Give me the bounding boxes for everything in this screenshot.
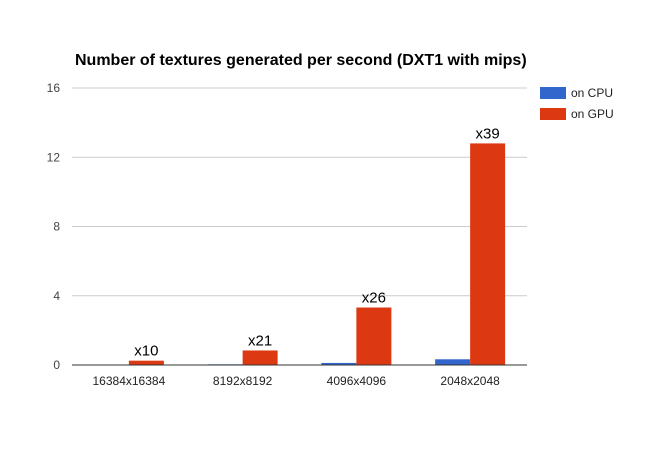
bar-gpu [356,307,392,365]
bar-gpu [470,143,506,365]
bar-annotation: x39 [476,125,500,142]
bar-annotation: x26 [362,290,386,307]
gridlines [72,87,527,297]
x-category-label: 2048x2048 [440,374,500,388]
y-tick-label: 12 [47,150,61,164]
chart-title: Number of textures generated per second … [75,52,527,69]
bar-cpu [435,359,471,365]
y-axis-ticks: 0 4 8 12 16 [47,81,61,372]
y-tick-label: 8 [53,220,60,234]
legend-swatch [540,108,566,120]
legend: on CPU on GPU [540,86,614,121]
y-tick-label: 4 [53,289,60,303]
bar-gpu [242,350,278,365]
bar-gpu [128,360,164,365]
bar-annotation: x10 [134,343,158,360]
legend-label: on CPU [571,86,613,100]
bar-annotations: x10 x21 x26 x39 [134,125,499,359]
x-category-label: 8192x8192 [213,374,273,388]
x-axis-categories: 16384x16384 8192x8192 4096x4096 2048x2048 [93,374,501,388]
bar-cpu [321,362,357,365]
legend-label: on GPU [571,107,614,121]
y-tick-label: 16 [47,81,61,95]
x-category-label: 4096x4096 [327,374,387,388]
x-category-label: 16384x16384 [93,374,166,388]
legend-swatch [540,87,566,99]
bar-annotation: x21 [248,332,272,349]
bars [93,143,506,365]
y-tick-label: 0 [53,358,60,372]
